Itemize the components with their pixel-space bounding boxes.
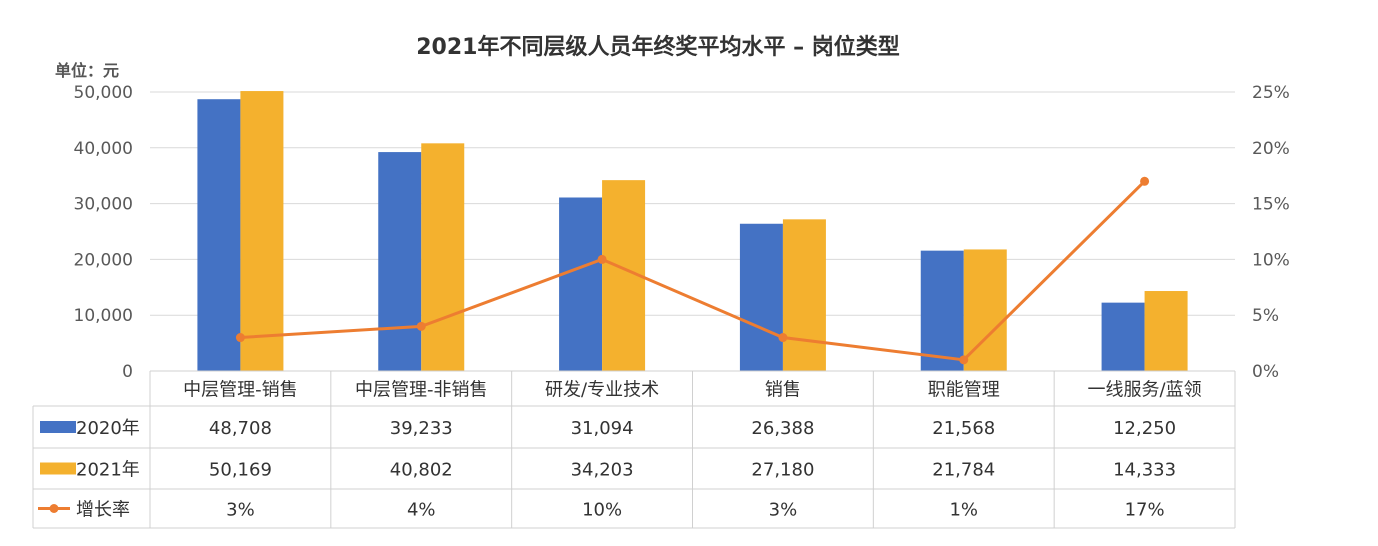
bar [739, 223, 783, 371]
gridlines [150, 91, 1235, 316]
y-right-tick-label: 20% [1252, 139, 1290, 159]
y-right-tick-label: 15% [1252, 195, 1290, 215]
table-cell: 31,094 [571, 418, 634, 439]
category-label: 研发/专业技术 [545, 380, 659, 401]
legend-label: 2021年 [76, 460, 140, 481]
growth-point [778, 333, 788, 343]
growth-point [597, 254, 607, 264]
table-cell: 21,784 [932, 460, 995, 481]
y-left-tick-label: 40,000 [74, 139, 133, 159]
legend-key [40, 421, 76, 433]
y-left-tick-label: 30,000 [74, 195, 133, 215]
table-cell: 1% [949, 500, 978, 521]
table-cell: 17% [1125, 500, 1165, 521]
table-cell: 10% [582, 500, 622, 521]
bar [920, 250, 964, 371]
legend-label: 增长率 [76, 500, 130, 521]
bar [197, 99, 241, 372]
left-axis: 0 10,000 20,000 30,000 40,000 50,000 [74, 83, 133, 382]
legend-key-marker [49, 504, 59, 513]
bar [421, 143, 465, 371]
table-cell: 39,233 [390, 418, 453, 439]
y-left-tick-label: 50,000 [74, 83, 133, 103]
y-right-tick-label: 5% [1252, 306, 1279, 326]
unit-label: 单位：元 [55, 61, 119, 80]
growth-point [1140, 176, 1150, 186]
growth-point [959, 355, 969, 365]
bar [782, 219, 826, 371]
y-left-tick-label: 0 [122, 362, 133, 382]
bar [1101, 302, 1145, 371]
bar [240, 91, 284, 371]
y-right-tick-label: 0% [1252, 362, 1279, 382]
bars [197, 91, 1188, 372]
chart-title: 2021年不同层级人员年终奖平均水平 – 岗位类型 [416, 34, 900, 60]
legend-key [40, 462, 76, 475]
table-cell: 27,180 [751, 460, 814, 481]
growth-line-path [240, 180, 1146, 362]
bar [1144, 291, 1188, 371]
table-cell: 14,333 [1113, 460, 1176, 481]
growth-line [235, 176, 1150, 365]
table-cell: 3% [226, 500, 255, 521]
category-label: 中层管理-非销售 [355, 380, 488, 401]
category-label: 职能管理 [928, 380, 1000, 401]
table-cell: 40,802 [390, 460, 453, 481]
data-table: 中层管理-销售 中层管理-非销售 研发/专业技术 销售 职能管理 一线服务/蓝领 2020年… [32, 370, 1236, 529]
table-cell: 48,708 [209, 418, 272, 439]
legend-label: 2020年 [76, 418, 140, 439]
y-right-tick-label: 25% [1252, 83, 1290, 103]
category-label: 一线服务/蓝领 [1088, 380, 1202, 401]
y-left-tick-label: 20,000 [74, 250, 133, 270]
table-cell: 50,169 [209, 460, 272, 481]
table-cell: 21,568 [932, 418, 995, 439]
table-cell: 4% [407, 500, 436, 521]
y-left-tick-label: 10,000 [74, 306, 133, 326]
table-cell: 3% [769, 500, 798, 521]
growth-point [235, 333, 245, 343]
growth-point [416, 321, 426, 331]
table-cell: 26,388 [751, 418, 814, 439]
bar [378, 152, 422, 371]
table-cell: 34,203 [571, 460, 634, 481]
right-axis: 0% 5% 10% 15% 20% 25% [1252, 83, 1290, 382]
category-label: 销售 [765, 380, 801, 401]
table-cell: 12,250 [1113, 418, 1176, 439]
y-right-tick-label: 10% [1252, 250, 1290, 270]
bar [559, 197, 603, 371]
category-label: 中层管理-销售 [183, 380, 298, 401]
